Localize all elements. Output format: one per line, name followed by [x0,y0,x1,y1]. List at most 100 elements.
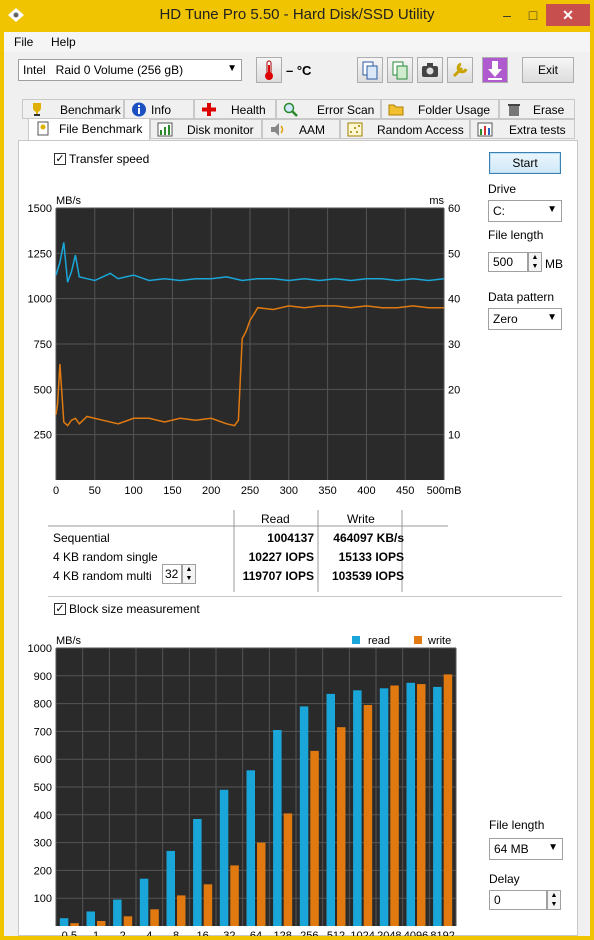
trash-icon [508,104,520,116]
transfer-speed-checkbox[interactable]: ✓ [54,153,66,165]
bar-write [417,684,426,926]
bar-read [193,819,202,926]
x-tick-label: 450 [396,485,414,497]
bar-read [113,899,122,926]
chevron-down-icon: ▼ [548,842,558,853]
bar-write [150,909,159,926]
tab-folder-usage[interactable]: Folder Usage [381,99,499,119]
minimize-button[interactable]: – [503,7,511,23]
thermometer-icon [265,60,273,80]
y-tick-label: 800 [34,699,52,711]
x-tick-label: 400 [357,485,375,497]
results-row-label: 4 KB random multi [53,569,152,583]
delay-input[interactable]: 0 [489,890,547,910]
tab-random-access[interactable]: Random Access [340,119,470,139]
x-tick-label: 0 [53,485,59,497]
tab-info-label: Info [151,103,172,117]
drive-dropdown[interactable]: Intel Raid 0 Volume (256 gB) ▼ [18,59,242,81]
menu-bar: File Help [4,32,590,52]
x-tick-label: 250 [241,485,259,497]
results-sequential-write: 464097 KB/s [333,531,404,545]
chevron-down-icon: ▼ [227,63,237,74]
file-length-unit: MB [545,257,563,271]
x-tick-label: 4 [146,930,152,936]
y2-tick-label: 20 [448,384,460,396]
window-title: HD Tune Pro 5.50 - Hard Disk/SSD Utility [159,6,435,23]
bar-read [353,690,362,926]
x-tick-label: 64 [250,930,262,936]
bar-read [299,706,309,926]
x-tick-label: 150 [163,485,181,497]
queue-depth-spinner[interactable]: ▲ ▼ [182,564,196,584]
y-tick-label: 1250 [28,248,52,260]
bar-write [443,674,453,926]
block-file-length-value: 64 MB [494,842,529,856]
bar-write [230,865,239,926]
y-tick-label: 1000 [28,294,52,306]
file-length-spinner[interactable]: ▲ ▼ [528,252,542,272]
y-tick-label: 750 [34,339,52,351]
y2-tick-label: 30 [448,339,460,351]
tab-benchmark[interactable]: Benchmark [22,99,124,119]
bar-write [203,884,213,926]
queue-depth-input[interactable]: 32 [162,564,182,584]
save-button[interactable] [482,57,508,83]
tab-health[interactable]: Health [194,99,276,119]
bar-write [363,705,373,926]
health-cross-icon [202,103,216,116]
temperature-button[interactable] [256,57,282,83]
temperature-readout: – °C [286,63,312,78]
section-divider [48,596,562,597]
copy-text-button[interactable] [357,57,383,83]
app-icon [8,8,24,22]
y-tick-label: 500 [34,384,52,396]
results-table-lines [48,510,448,592]
tab-random-access-label: Random Access [377,123,464,137]
options-button[interactable] [447,57,473,83]
x-tick-label: 200 [202,485,220,497]
y-tick-label: 900 [34,671,52,683]
menu-help[interactable]: Help [51,35,76,49]
tab-file-benchmark[interactable]: File Benchmark [28,118,150,140]
screenshot-button[interactable] [417,57,443,83]
tab-erase[interactable]: Erase [499,99,575,119]
x-tick-label: 50 [89,485,101,497]
tab-benchmark-label: Benchmark [60,103,121,117]
scatter-icon [347,122,363,137]
block-size-checkbox[interactable]: ✓ [54,603,66,615]
start-button[interactable]: Start [489,152,561,174]
legend-write-swatch [414,636,422,644]
tab-health-label: Health [231,103,266,117]
tab-file-benchmark-label: File Benchmark [59,122,143,136]
copy-image-button[interactable] [387,57,413,83]
tab-erase-label: Erase [533,103,565,117]
drive-select[interactable]: C: ▼ [488,200,562,222]
close-button[interactable]: ✕ [546,4,590,26]
tab-aam-label: AAM [299,123,326,137]
x-tick-label: 1024 [350,930,374,936]
exit-button[interactable]: Exit [522,57,574,83]
menu-file[interactable]: File [14,35,34,49]
delay-spinner[interactable]: ▲ ▼ [547,890,561,910]
title-bar: HD Tune Pro 5.50 - Hard Disk/SSD Utility… [0,0,594,32]
tab-disk-monitor-label: Disk monitor [187,123,254,137]
data-pattern-value: Zero [493,312,518,326]
copy-icon [362,61,378,80]
tab-extra-tests[interactable]: Extra tests [470,119,575,139]
tab-disk-monitor[interactable]: Disk monitor [150,119,262,139]
bar-read [86,911,95,926]
bar-write [123,916,133,926]
trophy-icon [33,103,41,116]
tab-aam[interactable]: AAM [262,119,340,139]
maximize-button[interactable]: □ [528,7,538,23]
block-file-length-select[interactable]: 64 MB ▼ [489,838,563,860]
chevron-down-icon: ▼ [547,312,557,323]
file-length-input[interactable]: 500 [488,252,528,272]
bar-write [70,923,79,926]
x-tick-label: 1 [93,930,99,936]
tab-error-scan[interactable]: Error Scan [276,99,381,119]
bar-read [219,789,229,926]
tab-info[interactable]: Info [124,99,194,119]
data-pattern-select[interactable]: Zero ▼ [488,308,562,330]
